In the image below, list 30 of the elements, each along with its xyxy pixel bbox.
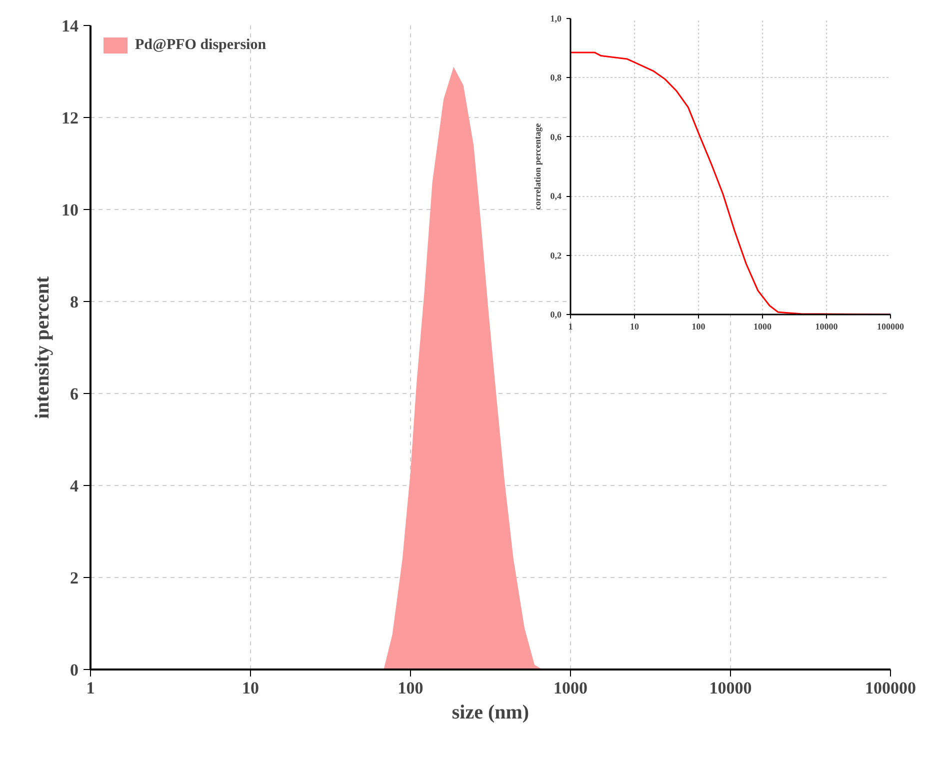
y-axis-title: correlation percentage xyxy=(532,123,542,210)
y-tick-label: 0,2 xyxy=(550,250,562,260)
y-tick-label: 6 xyxy=(70,384,78,404)
x-tick-label: 100000 xyxy=(865,678,916,698)
x-tick-label: 1 xyxy=(86,678,95,698)
x-tick-label: 100 xyxy=(398,678,424,698)
y-tick-label: 12 xyxy=(62,108,78,128)
y-tick-label: 0,4 xyxy=(550,191,562,202)
x-tick-label: 100 xyxy=(692,322,706,332)
x-axis-title: size (nm) xyxy=(452,702,530,724)
y-axis-title: intensity percent xyxy=(32,276,54,419)
y-tick-label: 14 xyxy=(62,16,79,36)
x-tick-label: 10000 xyxy=(815,322,838,332)
x-tick-label: 100000 xyxy=(877,322,904,332)
y-tick-label: 4 xyxy=(70,476,79,496)
x-tick-label: 1000 xyxy=(754,322,772,332)
y-tick-label: 2 xyxy=(70,568,78,588)
x-tick-label: 10 xyxy=(242,678,259,698)
x-tick-label: 1 xyxy=(568,322,574,332)
y-tick-label: 0,0 xyxy=(550,310,562,320)
x-tick-label: 10000 xyxy=(709,678,752,698)
y-tick-label: 0,6 xyxy=(550,132,562,142)
y-tick-label: 0 xyxy=(70,660,78,680)
y-tick-label: 1,0 xyxy=(550,14,562,24)
y-tick-label: 10 xyxy=(62,200,78,220)
legend-label: Pd@PFO dispersion xyxy=(135,36,266,54)
y-tick-label: 8 xyxy=(70,292,78,312)
y-tick-label: 0,8 xyxy=(550,72,562,83)
x-tick-label: 1000 xyxy=(554,678,588,698)
x-tick-label: 10 xyxy=(630,322,640,332)
